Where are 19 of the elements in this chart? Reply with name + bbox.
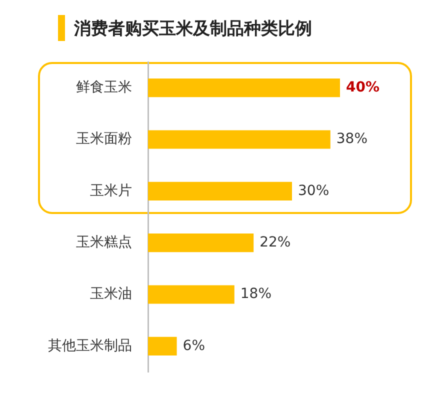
- bar: [148, 285, 234, 304]
- data-label: 40%: [346, 79, 380, 96]
- data-label: 22%: [260, 234, 291, 250]
- bar: [148, 336, 177, 356]
- bar: [148, 78, 340, 98]
- data-label: 18%: [240, 286, 272, 302]
- y-tick-label: 玉米糕点: [76, 234, 132, 250]
- bar: [148, 182, 292, 200]
- bar: [148, 234, 254, 252]
- chart-title: 消费者购买玉米及制品种类比例: [74, 18, 312, 40]
- y-tick-label: 玉米片: [90, 182, 132, 199]
- y-tick-label: 鲜食玉米: [76, 79, 132, 96]
- data-label: 38%: [336, 131, 368, 148]
- data-label: 30%: [298, 182, 330, 199]
- data-label: 6%: [182, 338, 206, 354]
- bar: [148, 130, 330, 149]
- y-tick-label: 其他玉米制品: [48, 338, 132, 354]
- y-tick-label: 玉米面粉: [76, 131, 132, 148]
- y-tick-label: 玉米油: [90, 286, 132, 302]
